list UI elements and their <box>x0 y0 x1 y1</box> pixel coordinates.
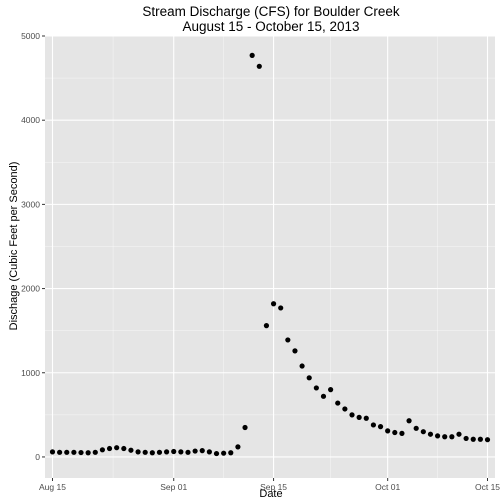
data-point <box>228 450 234 456</box>
data-points <box>49 52 491 457</box>
grid-minor <box>45 36 495 478</box>
data-point <box>370 422 377 428</box>
data-point <box>335 400 341 406</box>
x-tick-label: Sep 15 <box>260 482 287 492</box>
data-point <box>427 431 434 437</box>
x-tick-label: Oct 01 <box>375 482 400 492</box>
data-point <box>278 305 284 311</box>
data-point <box>363 415 369 421</box>
y-tick-label: 2000 <box>21 284 40 294</box>
data-point <box>249 52 255 58</box>
data-point <box>142 449 148 455</box>
data-point <box>377 424 384 430</box>
data-point <box>85 450 91 456</box>
data-point <box>263 323 270 329</box>
data-point <box>206 449 212 455</box>
data-point <box>114 445 120 451</box>
data-point <box>106 445 113 452</box>
data-point <box>420 429 426 435</box>
data-point <box>456 431 462 437</box>
data-point <box>149 450 155 456</box>
data-point <box>320 393 327 399</box>
data-point <box>178 449 184 455</box>
data-point <box>392 429 398 436</box>
data-point <box>463 435 469 442</box>
data-point <box>328 387 334 393</box>
data-point <box>99 447 106 453</box>
data-point <box>413 425 419 431</box>
y-tick-label: 4000 <box>21 115 40 125</box>
data-point <box>185 449 191 455</box>
data-point <box>128 447 134 453</box>
x-axis: Aug 15 Sep 01 Sep 15 Oct 01 Oct 15 <box>39 478 500 492</box>
data-point <box>313 385 319 391</box>
data-point <box>299 363 305 369</box>
data-point <box>470 436 476 442</box>
chart-title: Stream Discharge (CFS) for Boulder Creek <box>142 4 400 19</box>
data-point <box>92 449 98 455</box>
chart-subtitle: August 15 - October 15, 2013 <box>182 19 359 34</box>
x-axis-title: Date <box>259 488 282 500</box>
data-point <box>385 428 391 434</box>
data-point <box>349 412 355 418</box>
data-point <box>484 437 491 443</box>
data-point <box>171 448 177 455</box>
data-point <box>156 449 163 455</box>
data-point <box>192 448 198 454</box>
data-point <box>477 436 483 442</box>
data-point <box>270 301 277 307</box>
data-point <box>406 418 412 424</box>
data-point <box>342 406 348 412</box>
data-point <box>442 434 448 440</box>
data-point <box>121 445 127 452</box>
data-point <box>292 348 298 354</box>
data-point <box>213 450 220 457</box>
data-point <box>306 375 312 381</box>
grid-major <box>45 35 495 478</box>
y-tick-label: 5000 <box>21 31 40 41</box>
data-point <box>285 337 291 343</box>
y-axis: 0 1000 2000 3000 4000 5000 <box>21 31 45 462</box>
data-point <box>71 449 77 455</box>
data-point <box>64 449 70 455</box>
data-point <box>356 414 362 420</box>
plot-panel <box>45 36 495 478</box>
y-axis-title: Dischage (Cubic Feet per Second) <box>8 162 20 331</box>
data-point <box>57 449 63 455</box>
data-point <box>221 450 227 456</box>
data-point <box>135 449 141 455</box>
y-tick-label: 3000 <box>21 199 40 209</box>
x-tick-label: Aug 15 <box>39 482 66 492</box>
data-point <box>163 449 170 455</box>
x-tick-label: Sep 01 <box>160 482 187 492</box>
data-point <box>78 449 84 456</box>
x-tick-label: Oct 15 <box>475 482 500 492</box>
data-point <box>399 430 405 436</box>
data-point <box>256 63 262 69</box>
y-tick-label: 0 <box>35 452 40 462</box>
y-tick-label: 1000 <box>21 368 40 378</box>
data-point <box>199 448 205 454</box>
data-point <box>449 434 455 440</box>
data-point <box>434 433 441 439</box>
data-point <box>49 449 56 455</box>
data-point <box>235 444 241 450</box>
data-point <box>242 424 248 431</box>
